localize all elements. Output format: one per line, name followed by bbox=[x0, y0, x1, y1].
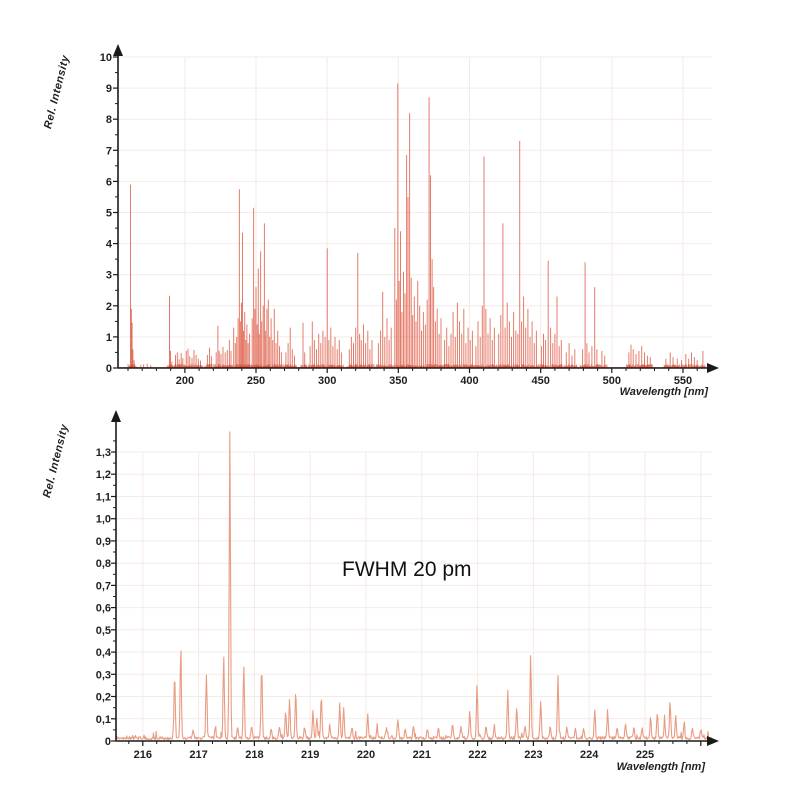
x-tick-label: 223 bbox=[524, 749, 542, 761]
x-tick-label: 300 bbox=[318, 375, 336, 387]
x-axis-arrow bbox=[707, 736, 719, 746]
y-tick-label: 0,6 bbox=[96, 603, 111, 615]
x-tick-label: 250 bbox=[247, 375, 265, 387]
y-tick-label: 6 bbox=[106, 176, 112, 188]
y-axis-arrow bbox=[111, 410, 121, 422]
high-resolution-spectrum-chart: 216 217 218 219 220 221 222 223 224 225 0 0,1 0,2 0,3… bbox=[96, 410, 719, 761]
x-tick-label: 225 bbox=[636, 749, 654, 761]
spectrum-trace bbox=[115, 431, 712, 741]
y-tick-label: 1,1 bbox=[96, 492, 111, 504]
x-tick-label: 200 bbox=[176, 375, 194, 387]
x-tick-label: 220 bbox=[357, 749, 375, 761]
x-tick-label: 350 bbox=[389, 375, 407, 387]
x-tick-label: 400 bbox=[460, 375, 478, 387]
y-tick-label: 7 bbox=[106, 145, 112, 157]
axes bbox=[111, 410, 719, 746]
high-resolution-spectrum-series bbox=[115, 431, 712, 741]
y-tick-label: 9 bbox=[106, 83, 112, 95]
fwhm-annotation: FWHM 20 pm bbox=[342, 558, 472, 581]
tick-labels: 216 217 218 219 220 221 222 223 224 225 0 0,1 0,2 0,3… bbox=[96, 447, 654, 761]
y-tick-label: 2 bbox=[106, 301, 112, 313]
grid bbox=[118, 56, 712, 368]
ticks bbox=[111, 440, 702, 746]
tick-labels: 200 250 300 350 400 450 500 550 0 1 2 3 4 5 6 7 8 9 10 bbox=[100, 52, 692, 387]
x-tick-label: 218 bbox=[245, 749, 263, 761]
y-tick-label: 3 bbox=[106, 270, 112, 282]
x-tick-label: 224 bbox=[580, 749, 599, 761]
ticks bbox=[113, 56, 712, 373]
x-tick-label: 550 bbox=[674, 375, 692, 387]
overview-spectrum-series bbox=[118, 83, 711, 368]
y-tick-label: 10 bbox=[100, 52, 112, 64]
grid bbox=[116, 451, 712, 741]
overview-spectrum-chart: 200 250 300 350 400 450 500 550 0 1 2 3 4 5 6 7 8 9 10 bbox=[100, 44, 719, 387]
y-tick-label: 0,5 bbox=[96, 625, 111, 637]
x-tick-label: 450 bbox=[532, 375, 550, 387]
y-tick-label: 1,3 bbox=[96, 447, 111, 459]
y-tick-label: 0,7 bbox=[96, 580, 111, 592]
x-tick-label: 222 bbox=[468, 749, 486, 761]
y-tick-label: 0,9 bbox=[96, 536, 111, 548]
y-tick-label: 4 bbox=[106, 239, 113, 251]
y-tick-label: 0,8 bbox=[96, 558, 111, 570]
x-tick-label: 217 bbox=[189, 749, 207, 761]
y-tick-label: 0 bbox=[105, 736, 111, 748]
y-tick-label: 0,1 bbox=[96, 714, 111, 726]
y-tick-label: 5 bbox=[106, 208, 112, 220]
x-tick-label: 500 bbox=[603, 375, 621, 387]
y-tick-label: 1,2 bbox=[96, 469, 111, 481]
x-tick-label: 216 bbox=[134, 749, 152, 761]
y-tick-label: 0,3 bbox=[96, 669, 111, 681]
top-chart-x-axis-title: Wavelength [nm] bbox=[619, 386, 708, 398]
y-tick-label: 0 bbox=[106, 363, 112, 375]
y-tick-label: 1,0 bbox=[96, 514, 111, 526]
bottom-chart-x-axis-title: Wavelength [nm] bbox=[616, 761, 705, 773]
x-axis-arrow bbox=[707, 363, 719, 373]
y-axis-arrow bbox=[113, 44, 123, 56]
y-tick-label: 0,4 bbox=[96, 647, 112, 659]
y-tick-label: 0,2 bbox=[96, 692, 111, 704]
y-tick-label: 1 bbox=[106, 332, 112, 344]
y-tick-label: 8 bbox=[106, 114, 112, 126]
x-tick-label: 219 bbox=[301, 749, 319, 761]
x-tick-label: 221 bbox=[413, 749, 431, 761]
